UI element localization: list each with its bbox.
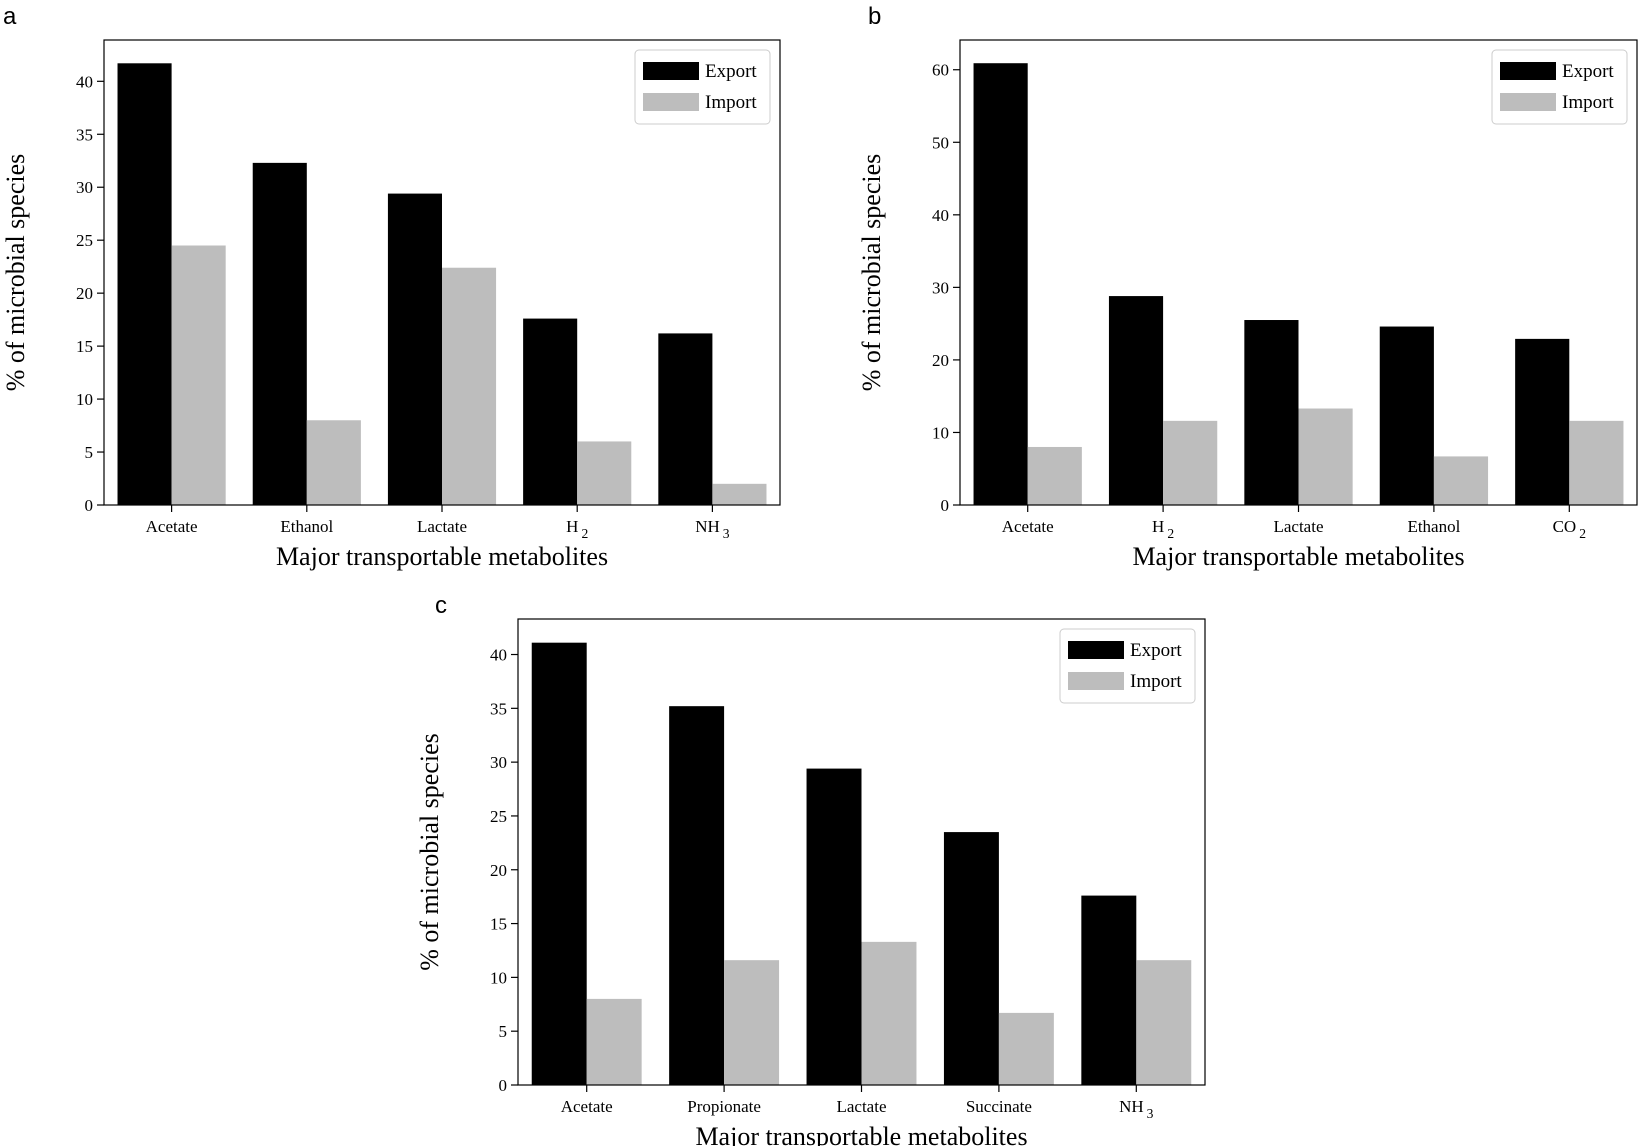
y-tick-label: 15 [490,915,507,934]
legend-label-export: Export [1562,61,1614,82]
bar-export-ethanol [252,162,307,505]
y-tick-label: 20 [490,861,507,880]
x-axis-label: Major transportable metabolites [276,542,608,571]
legend-label-import: Import [1562,92,1614,113]
bar-import-lactate [442,267,497,505]
panel-a: a 0 5 10 15 20 25 30 35 40 Acetate Ethanol Lactate H 2… [1,3,781,571]
x-tick-label: Succinate [966,1097,1032,1116]
legend-swatch-import [1068,672,1124,690]
x-tick-label: NH 3 [1119,1097,1154,1121]
y-tick-label: 40 [490,646,507,665]
bar-export-propionate [669,706,725,1085]
legend-label-export: Export [705,61,757,82]
x-tick-label: Acetate [146,517,198,536]
bar-export-lactate [1244,320,1299,505]
legend: Export Import [634,49,771,125]
bar-import-nh3 [1136,960,1192,1085]
bar-export-ethanol [1379,326,1434,505]
bar-import-nh3 [712,483,767,505]
bar-import-lactate [861,941,917,1085]
bar-import-ethanol [1433,456,1489,505]
bar-import-lactate [1298,408,1353,505]
bar-import-succinate [998,1012,1054,1085]
legend-swatch-import [643,93,699,111]
bar-import-h2 [577,441,632,505]
bar-export-acetate [117,63,172,506]
bar-import-acetate [1027,446,1082,505]
x-tick-label: CO 2 [1553,517,1587,541]
y-tick-label: 35 [490,699,507,718]
panel-b: b 0 10 20 30 40 50 60 Acetate H 2 Lactate Ethanol CO 2… [857,3,1638,571]
y-tick-label: 40 [932,206,949,225]
y-axis-label: % of microbial species [857,154,886,392]
y-tick-label: 5 [85,443,94,462]
y-axis-label: % of microbial species [415,733,444,971]
panel-letter: c [435,592,447,619]
legend-label-import: Import [705,92,757,113]
bar-export-lactate [806,768,862,1085]
bar-export-h2 [1108,296,1164,505]
bar-export-lactate [387,193,442,505]
y-tick-label: 60 [932,61,949,80]
bar-import-acetate [586,998,642,1085]
y-tick-label: 0 [85,496,94,515]
bar-export-succinate [943,832,999,1085]
bar-export-nh3 [658,333,713,505]
y-tick-label: 40 [76,72,93,91]
x-tick-label: Ethanol [280,517,333,536]
legend-swatch-export [1068,641,1124,659]
bar-export-h2 [523,318,578,505]
bar-export-acetate [531,642,587,1085]
x-tick-label: Ethanol [1407,517,1460,536]
x-axis-label: Major transportable metabolites [695,1122,1027,1146]
y-tick-label: 30 [76,178,93,197]
panel-c: c 0 5 10 15 20 25 30 35 40 Acetate Propionate Lactat… [415,592,1206,1146]
x-tick-label: Lactate [836,1097,886,1116]
bar-import-acetate [171,245,226,506]
y-tick-label: 25 [490,807,507,826]
y-tick-label: 30 [490,753,507,772]
y-tick-label: 35 [76,125,93,144]
panel-letter: a [3,3,17,30]
x-tick-label: Acetate [561,1097,613,1116]
y-tick-label: 15 [76,337,93,356]
x-tick-label: NH 3 [695,517,730,541]
bar-import-co2 [1569,420,1624,505]
bar-export-co2 [1515,338,1570,505]
y-tick-label: 50 [932,133,949,152]
legend-swatch-export [643,62,699,80]
x-tick-label: Propionate [687,1097,761,1116]
x-tick-label: Lactate [1273,517,1323,536]
bar-import-ethanol [306,420,361,505]
y-tick-label: 10 [76,390,93,409]
y-tick-label: 25 [76,231,93,250]
y-tick-label: 0 [941,496,950,515]
x-tick-label: Acetate [1002,517,1054,536]
y-tick-label: 10 [932,423,949,442]
y-tick-label: 0 [499,1076,508,1095]
y-tick-label: 20 [932,351,949,370]
x-tick-label: Lactate [417,517,467,536]
bar-import-h2 [1163,420,1218,505]
legend-swatch-import [1500,93,1556,111]
legend-label-import: Import [1130,671,1182,692]
legend: Export Import [1491,49,1628,125]
bar-import-propionate [724,960,780,1085]
legend: Export Import [1059,628,1196,704]
y-tick-label: 20 [76,284,93,303]
bar-export-acetate [973,63,1028,506]
legend-label-export: Export [1130,640,1182,661]
bar-export-nh3 [1081,895,1137,1085]
y-tick-label: 30 [932,278,949,297]
panel-letter: b [868,3,881,30]
y-axis-label: % of microbial species [1,154,30,392]
legend-swatch-export [1500,62,1556,80]
y-tick-label: 5 [499,1022,508,1041]
x-axis-label: Major transportable metabolites [1132,542,1464,571]
y-tick-label: 10 [490,968,507,987]
